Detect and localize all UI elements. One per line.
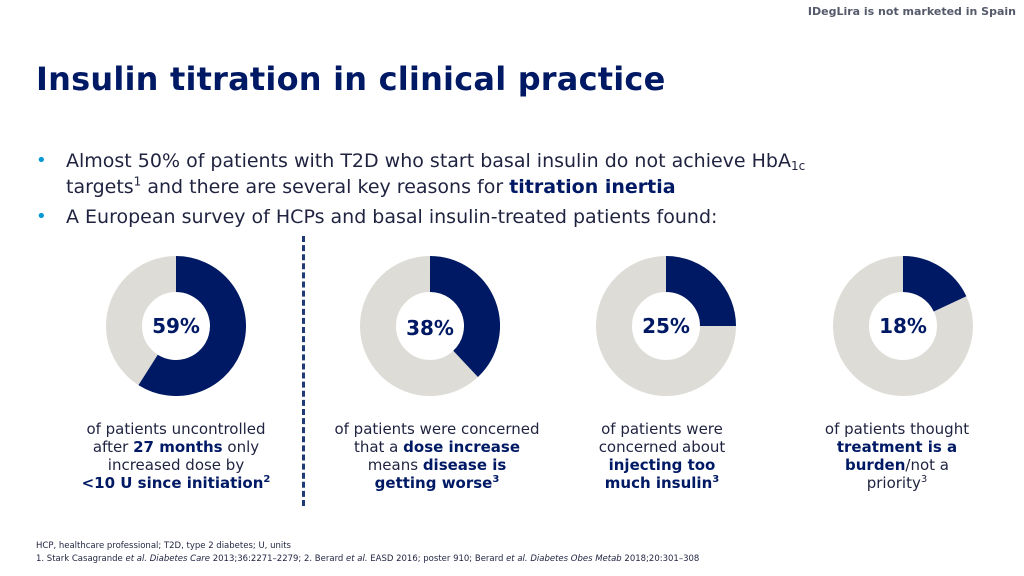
donut-chart-4: 18% [833, 256, 973, 396]
donut-segment [665, 256, 736, 327]
donut-value-label: 18% [879, 314, 927, 338]
bullet-text: A European survey of HCPs and basal insu… [66, 206, 718, 228]
bullet-item: • Almost 50% of patients with T2D who st… [36, 148, 996, 200]
caption-1: of patients uncontrolled after 27 months… [81, 420, 271, 492]
page-title: Insulin titration in clinical practice [36, 60, 666, 98]
donut-value-label: 38% [406, 316, 454, 340]
bullet-dot-icon: • [36, 206, 47, 227]
disclaimer-text: IDegLira is not marketed in Spain [807, 5, 1016, 18]
footnote-abbreviations: HCP, healthcare professional; T2D, type … [36, 541, 291, 551]
bullet-list: • Almost 50% of patients with T2D who st… [36, 148, 996, 234]
footnote-references: 1. Stark Casagrande et al. Diabetes Care… [36, 554, 700, 564]
caption-2: of patients were concerned that a dose i… [334, 420, 540, 492]
donut-value-label: 25% [642, 314, 690, 338]
footnotes: HCP, healthcare professional; T2D, type … [36, 540, 699, 566]
donut-segment [429, 256, 500, 378]
bullet-text: Almost 50% of patients with T2D who star… [66, 150, 806, 198]
donut-chart-3: 25% [596, 256, 736, 396]
bullet-item: • A European survey of HCPs and basal in… [36, 204, 996, 230]
donut-value-label: 59% [152, 314, 200, 338]
donut-segment [138, 256, 246, 396]
caption-4: of patients thought treatment is a burde… [824, 420, 970, 492]
donut-segment [902, 256, 967, 313]
bullet-dot-icon: • [36, 150, 47, 171]
donut-chart-1: 59% [106, 256, 246, 396]
caption-3: of patients were concerned about injecti… [598, 420, 726, 492]
donut-chart-2: 38% [360, 256, 500, 396]
section-divider [302, 236, 305, 506]
